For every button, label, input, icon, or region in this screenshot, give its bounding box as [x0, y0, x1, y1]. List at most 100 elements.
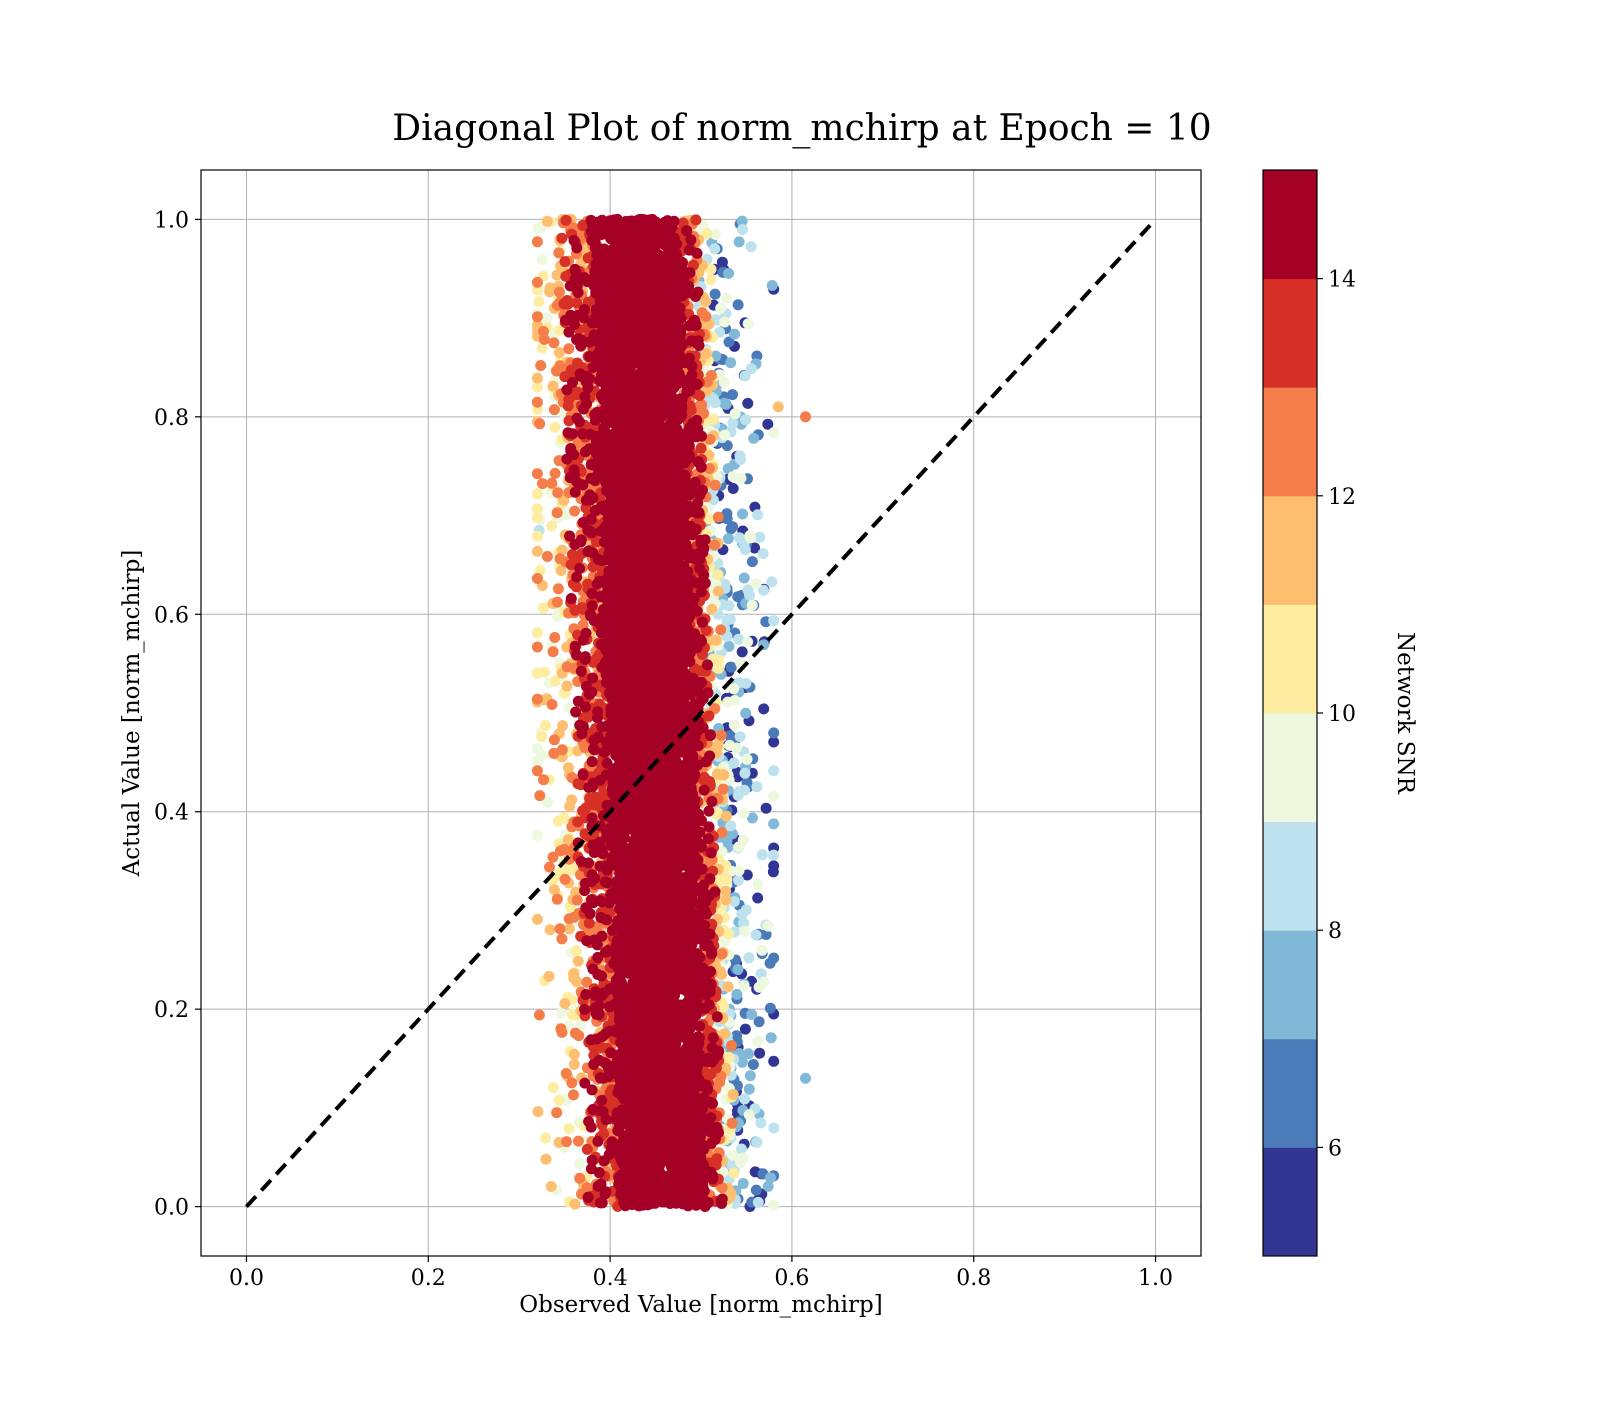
scatter-point [768, 727, 779, 738]
scatter-point [568, 968, 579, 979]
scatter-point [713, 569, 724, 580]
scatter-point [716, 949, 727, 960]
scatter-point [757, 945, 768, 956]
scatter-point [562, 681, 573, 692]
scatter-point [532, 694, 543, 705]
scatter-point [546, 1181, 557, 1192]
scatter-point [556, 1008, 567, 1019]
scatter-point [551, 1107, 562, 1118]
scatter-point [568, 1089, 579, 1100]
scatter-point [570, 605, 581, 616]
scatter-point [753, 1197, 764, 1208]
scatter-point [702, 659, 713, 670]
scatter-point [752, 1036, 763, 1047]
scatter-point [563, 400, 574, 411]
scatter-point [709, 243, 720, 254]
scatter-point [730, 408, 741, 419]
scatter-point [738, 1153, 749, 1164]
scatter-point [532, 397, 543, 408]
scatter-point [728, 1168, 739, 1179]
scatter-point [713, 512, 724, 523]
scatter-point [549, 884, 560, 895]
scatter-point [744, 1109, 755, 1120]
scatter-point [532, 668, 543, 679]
scatter-point [743, 952, 754, 963]
scatter-point [761, 803, 772, 814]
scatter-point [549, 734, 560, 745]
scatter-point [550, 422, 561, 433]
scatter-point [546, 521, 557, 532]
scatter-point [555, 553, 566, 564]
scatter-point [711, 635, 722, 646]
scatter-point [552, 894, 563, 905]
scatter-point [547, 699, 558, 710]
scatter-point [573, 1136, 584, 1147]
scatter-point [715, 624, 726, 635]
scatter-point [768, 765, 779, 776]
scatter-point [562, 661, 573, 672]
scatter-point [544, 862, 555, 873]
scatter-point [532, 512, 543, 523]
scatter-point [542, 313, 553, 324]
scatter-point [569, 506, 580, 517]
scatter-point [557, 1027, 568, 1038]
scatter-point [702, 969, 713, 980]
scatter-point [574, 1158, 585, 1169]
scatter-point [569, 1059, 580, 1070]
scatter-point [748, 1059, 759, 1070]
scatter-point [754, 532, 765, 543]
scatter-point [532, 236, 543, 247]
scatter-point [800, 1073, 811, 1084]
scatter-point [569, 1199, 580, 1210]
scatter-point [713, 586, 724, 597]
scatter-point [733, 790, 744, 801]
scatter-point [532, 531, 543, 542]
scatter-point [721, 811, 732, 822]
scatter-point [561, 1068, 572, 1079]
scatter-point [564, 801, 575, 812]
scatter-point [800, 411, 811, 422]
scatter-point [554, 347, 565, 358]
scatter-point [532, 627, 543, 638]
scatter-point [548, 1082, 559, 1093]
scatter-point [739, 1094, 750, 1105]
scatter-point [559, 256, 570, 267]
scatter-point [720, 886, 731, 897]
scatter-point [737, 509, 748, 520]
scatter-point [723, 268, 734, 279]
scatter-point [739, 926, 750, 937]
scatter-point [533, 1106, 544, 1117]
scatter-point [744, 1084, 755, 1095]
scatter-point [538, 603, 549, 614]
scatter-point [553, 816, 564, 827]
scatter-point [586, 894, 597, 905]
scatter-point [561, 215, 572, 226]
scatter-point [548, 748, 559, 759]
scatter-point [532, 573, 543, 584]
scatter-point [566, 1077, 577, 1088]
scatter-point [713, 663, 724, 674]
scatter-point [742, 754, 753, 765]
scatter-point [752, 893, 763, 904]
scatter-point [737, 224, 748, 235]
scatter-point [716, 730, 727, 741]
scatter-point [700, 311, 711, 322]
scatter-point [532, 311, 543, 322]
scatter-point [727, 1118, 738, 1129]
scatter-point [709, 540, 720, 551]
scatter-point [752, 509, 763, 520]
scatter-point [744, 530, 755, 541]
scatter-point [699, 772, 710, 783]
scatter-point [725, 357, 736, 368]
scatter-point [753, 879, 764, 890]
scatter-point [766, 1032, 777, 1043]
chart-title: Diagonal Plot of norm_mchirp at Epoch = … [392, 108, 1211, 149]
scatter-point [534, 418, 545, 429]
scatter-point [729, 720, 740, 731]
scatter-point [736, 473, 747, 484]
scatter-point [566, 593, 577, 604]
scatter-point [725, 614, 736, 625]
scatter-point [693, 287, 704, 298]
